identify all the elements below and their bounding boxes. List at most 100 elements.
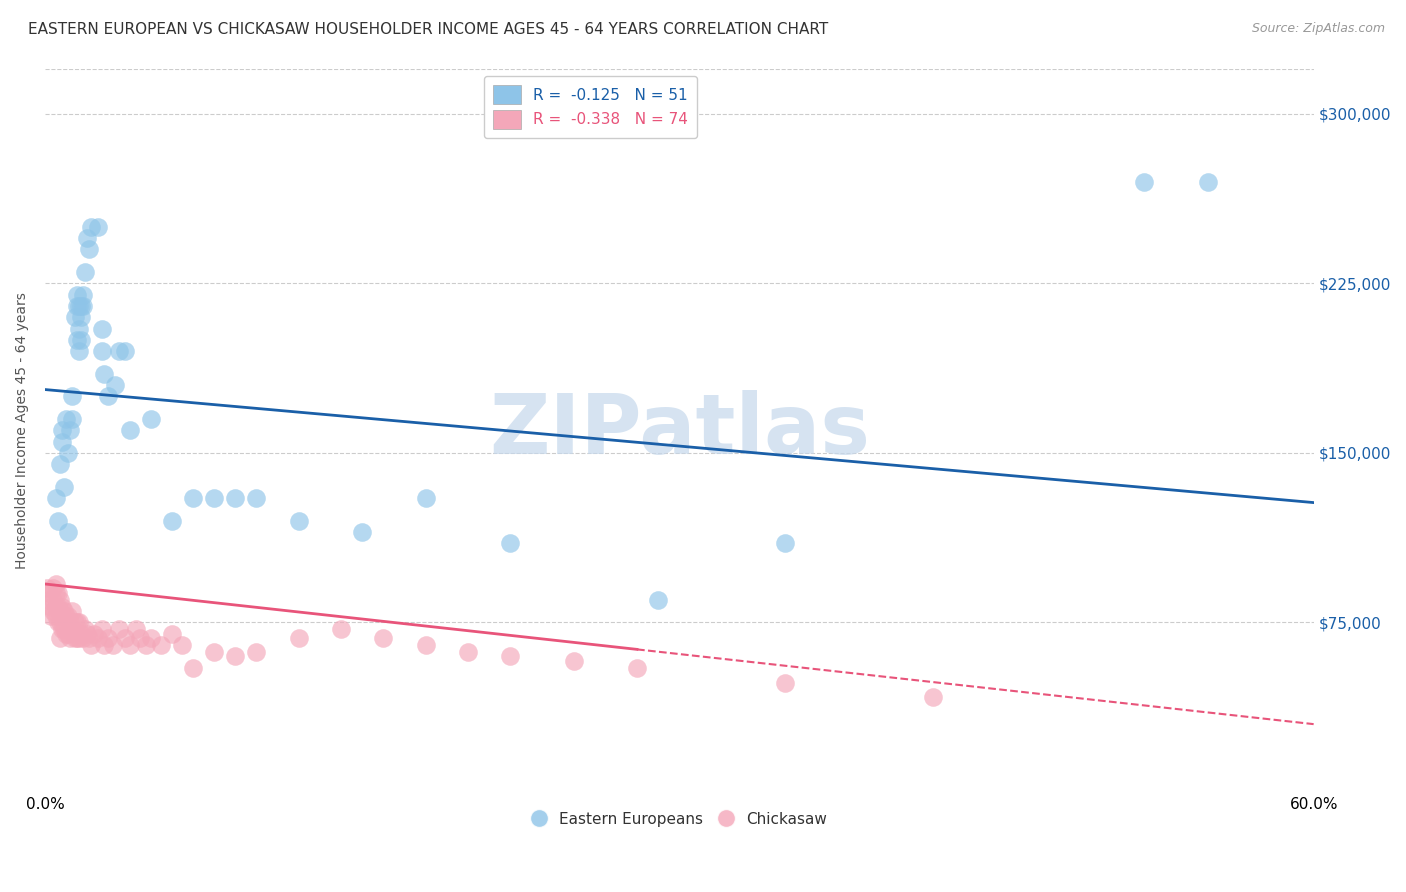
Point: [59, 423, 82, 437]
Point: [53, 622, 76, 636]
Point: [330, 622, 353, 636]
Point: [499, 536, 522, 550]
Point: [75, 265, 97, 279]
Point: [773, 676, 796, 690]
Point: [67, 632, 90, 646]
Point: [46, 599, 69, 614]
Point: [72, 299, 94, 313]
Point: [160, 626, 183, 640]
Point: [125, 622, 148, 636]
Point: [49, 632, 72, 646]
Point: [91, 321, 114, 335]
Point: [224, 491, 246, 505]
Point: [66, 287, 89, 301]
Point: [66, 632, 89, 646]
Point: [79, 243, 101, 257]
Point: [51, 599, 73, 614]
Point: [415, 638, 437, 652]
Point: [70, 333, 93, 347]
Point: [114, 632, 136, 646]
Point: [59, 615, 82, 630]
Point: [62, 389, 84, 403]
Point: [83, 626, 105, 640]
Point: [55, 626, 77, 640]
Point: [93, 367, 115, 381]
Point: [93, 638, 115, 652]
Point: [135, 638, 157, 652]
Point: [66, 615, 89, 630]
Point: [58, 608, 80, 623]
Point: [76, 231, 98, 245]
Point: [773, 536, 796, 550]
Point: [181, 491, 204, 505]
Point: [55, 608, 77, 623]
Point: [55, 412, 77, 426]
Point: [46, 586, 69, 600]
Point: [562, 654, 585, 668]
Point: [63, 632, 86, 646]
Point: [45, 608, 67, 623]
Point: [63, 615, 86, 630]
Point: [373, 632, 395, 646]
Point: [67, 299, 90, 313]
Point: [79, 632, 101, 646]
Text: Source: ZipAtlas.com: Source: ZipAtlas.com: [1251, 22, 1385, 36]
Point: [75, 622, 97, 636]
Point: [91, 622, 114, 636]
Point: [415, 491, 437, 505]
Point: [45, 577, 67, 591]
Point: [114, 344, 136, 359]
Point: [51, 423, 73, 437]
Point: [70, 310, 93, 325]
Text: ZIPatlas: ZIPatlas: [489, 390, 870, 471]
Point: [80, 219, 103, 234]
Point: [51, 434, 73, 449]
Point: [457, 645, 479, 659]
Point: [42, 604, 65, 618]
Point: [245, 491, 267, 505]
Point: [172, 638, 194, 652]
Point: [352, 524, 374, 539]
Point: [66, 299, 89, 313]
Point: [104, 378, 127, 392]
Point: [202, 491, 225, 505]
Point: [1197, 175, 1219, 189]
Point: [62, 412, 84, 426]
Point: [39, 599, 62, 614]
Point: [118, 423, 141, 437]
Point: [150, 638, 173, 652]
Point: [67, 344, 90, 359]
Point: [49, 604, 72, 618]
Point: [67, 615, 90, 630]
Point: [499, 649, 522, 664]
Point: [38, 586, 60, 600]
Point: [87, 219, 110, 234]
Point: [72, 287, 94, 301]
Point: [245, 645, 267, 659]
Y-axis label: Householder Income Ages 45 - 64 years: Householder Income Ages 45 - 64 years: [15, 292, 30, 569]
Point: [139, 632, 162, 646]
Point: [160, 514, 183, 528]
Point: [1133, 175, 1156, 189]
Point: [63, 310, 86, 325]
Point: [45, 491, 67, 505]
Point: [626, 660, 648, 674]
Point: [38, 592, 60, 607]
Point: [108, 344, 131, 359]
Point: [58, 446, 80, 460]
Point: [59, 632, 82, 646]
Point: [39, 608, 62, 623]
Point: [62, 604, 84, 618]
Point: [97, 389, 120, 403]
Point: [49, 457, 72, 471]
Point: [224, 649, 246, 664]
Point: [181, 660, 204, 674]
Point: [70, 626, 93, 640]
Point: [51, 608, 73, 623]
Point: [67, 321, 90, 335]
Point: [129, 632, 152, 646]
Point: [35, 582, 58, 596]
Point: [51, 622, 73, 636]
Point: [97, 632, 120, 646]
Point: [46, 514, 69, 528]
